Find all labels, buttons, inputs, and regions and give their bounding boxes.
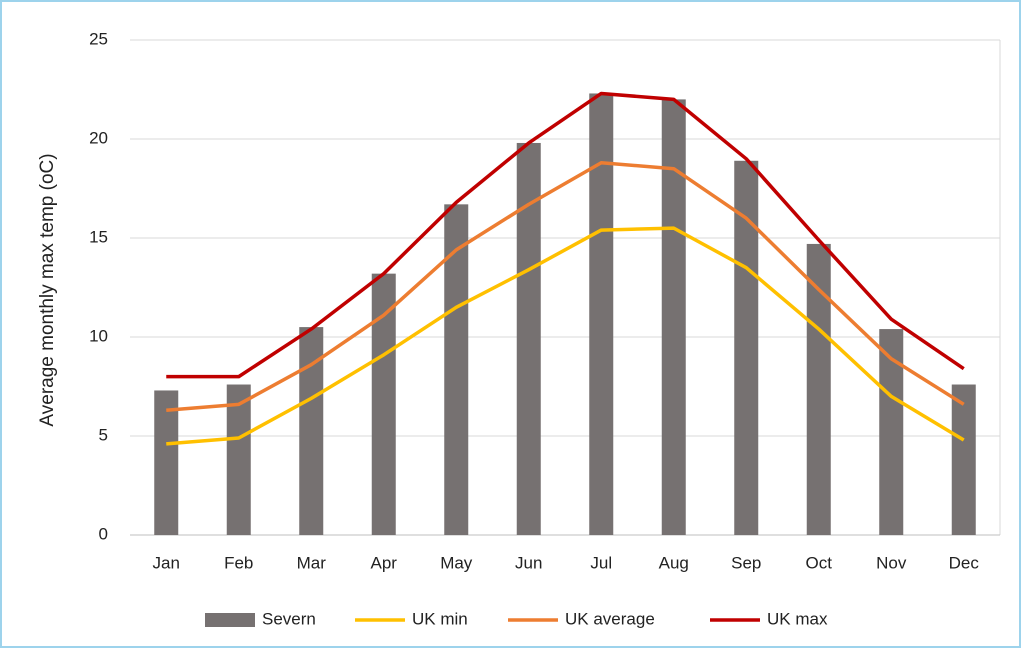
x-tick-label: May xyxy=(440,553,473,572)
bar xyxy=(734,160,759,535)
bar xyxy=(444,204,469,535)
legend-label: UK average xyxy=(565,609,655,628)
y-axis-title: Average monthly max temp (oC) xyxy=(37,153,58,426)
y-tick-label: 25 xyxy=(89,29,108,48)
legend-swatch xyxy=(205,613,255,627)
y-tick-label: 5 xyxy=(99,425,108,444)
legend-label: UK max xyxy=(767,609,828,628)
bar xyxy=(951,384,976,535)
y-tick-label: 0 xyxy=(99,524,108,543)
legend-label: UK min xyxy=(412,609,468,628)
x-tick-label: Oct xyxy=(806,553,833,572)
x-tick-label: Sep xyxy=(731,553,761,572)
x-tick-label: Feb xyxy=(224,553,253,572)
bar xyxy=(516,142,541,535)
bar xyxy=(299,327,324,535)
x-tick-label: Dec xyxy=(949,553,980,572)
x-tick-label: Aug xyxy=(659,553,689,572)
bar xyxy=(589,93,614,536)
line xyxy=(166,226,965,446)
bar xyxy=(661,99,686,536)
legend-label: Severn xyxy=(262,609,316,628)
x-tick-label: Jun xyxy=(515,553,542,572)
x-tick-label: Jan xyxy=(153,553,180,572)
bar xyxy=(806,243,831,535)
bar xyxy=(154,390,179,535)
line xyxy=(166,91,965,379)
y-tick-label: 15 xyxy=(89,227,108,246)
y-tick-label: 20 xyxy=(89,128,108,147)
bar xyxy=(226,384,251,535)
x-tick-label: Nov xyxy=(876,553,907,572)
y-tick-label: 10 xyxy=(89,326,108,345)
x-tick-label: Mar xyxy=(297,553,327,572)
bar xyxy=(371,273,396,535)
line xyxy=(166,161,965,413)
x-tick-label: Apr xyxy=(371,553,398,572)
x-tick-label: Jul xyxy=(590,553,612,572)
